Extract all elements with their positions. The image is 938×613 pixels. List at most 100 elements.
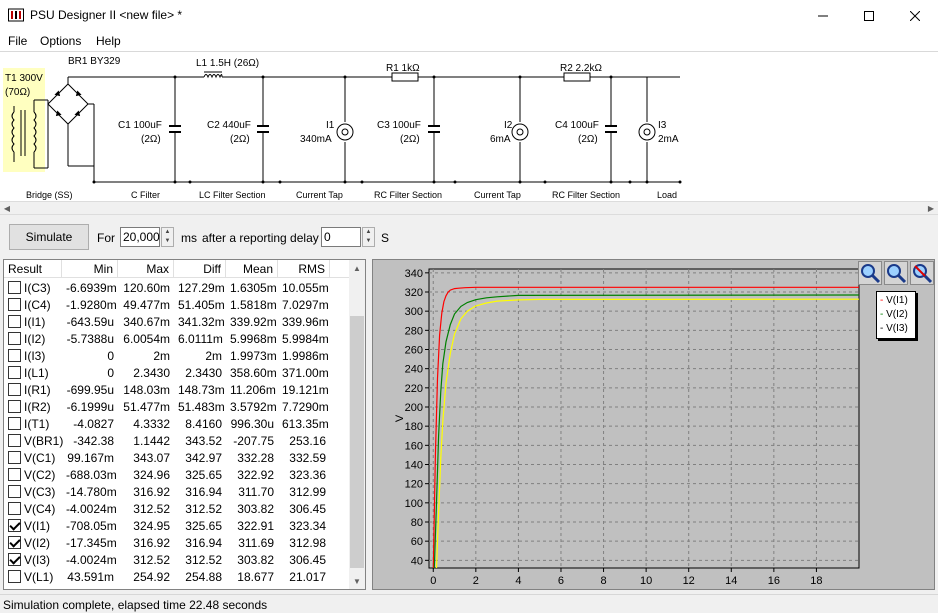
- menu-help[interactable]: Help: [96, 34, 121, 48]
- scroll-left-icon[interactable]: ◀: [3, 204, 11, 213]
- table-row[interactable]: I(I2) -5.7388u 6.0054m 6.0111m 5.9968m 5.9984…: [4, 330, 350, 347]
- bridge-rectifier-symbol[interactable]: [54, 90, 82, 118]
- spin-up-icon[interactable]: ▲: [164, 229, 171, 235]
- capacitor-c2-symbol[interactable]: [257, 125, 269, 133]
- table-row[interactable]: I(C3) -6.6939m 120.60m 127.29m 1.6305m 10.055…: [4, 279, 350, 296]
- scroll-right-icon[interactable]: ▶: [927, 204, 935, 213]
- result-mean-cell: 311.69: [238, 535, 274, 550]
- table-row[interactable]: I(I1) -643.59u 340.67m 341.32m 339.92m 339.96…: [4, 313, 350, 330]
- col-min[interactable]: Min: [62, 260, 118, 278]
- scroll-up-icon[interactable]: ▲: [353, 263, 361, 273]
- result-checkbox[interactable]: [8, 553, 21, 566]
- result-checkbox[interactable]: [8, 536, 21, 549]
- spin-down-icon[interactable]: ▼: [164, 238, 171, 244]
- schematic-horizontal-scrollbar[interactable]: ◀ ▶: [0, 201, 938, 215]
- app-icon: [8, 8, 24, 22]
- table-row[interactable]: I(L1) 0 2.3430 2.3430 358.60m 371.00m: [4, 364, 350, 381]
- results-vertical-scrollbar[interactable]: ▲ ▼: [349, 260, 365, 589]
- col-max[interactable]: Max: [118, 260, 174, 278]
- table-row[interactable]: V(C3) -14.780m 316.92 316.94 311.70 312.99: [4, 483, 350, 500]
- result-min-cell: -4.0024m: [66, 552, 117, 567]
- zoom-out-button[interactable]: [884, 261, 908, 285]
- current-source-i3-symbol[interactable]: [638, 123, 656, 141]
- chart-panel[interactable]: 40 60 80 100 120 140 160 180 200 220 240 260 280 300 3…: [372, 259, 935, 590]
- result-max-cell: 1.1442: [133, 433, 170, 448]
- delay-spinner[interactable]: ▲ ▼: [362, 227, 375, 247]
- current-source-i2-symbol[interactable]: [511, 123, 529, 141]
- result-diff-cell: 2.3430: [185, 365, 222, 380]
- duration-spinner[interactable]: ▲ ▼: [161, 227, 174, 247]
- table-row[interactable]: V(BR1) -342.38 1.1442 343.52 -207.75 253.16: [4, 432, 350, 449]
- legend-entry: - V(I3): [880, 322, 912, 336]
- table-row[interactable]: V(I1) -708.05m 324.95 325.65 322.91 323.34: [4, 517, 350, 534]
- zoom-reset-button[interactable]: [910, 261, 934, 285]
- x-tick-label: 8: [600, 575, 606, 587]
- simulate-button[interactable]: Simulate: [9, 224, 89, 250]
- series-line-vi1: [432, 286, 859, 569]
- table-row[interactable]: I(R1) -699.95u 148.03m 148.73m 11.206m 19.121…: [4, 381, 350, 398]
- result-diff-cell: 6.0111m: [178, 331, 223, 346]
- table-row[interactable]: I(R2) -6.1999u 51.477m 51.483m 3.5792m 7.7290…: [4, 398, 350, 415]
- table-row[interactable]: I(C4) -1.9280m 49.477m 51.405m 1.5818m 7.0297…: [4, 296, 350, 313]
- scroll-down-icon[interactable]: ▼: [353, 576, 361, 586]
- result-name-cell: V(BR1): [4, 434, 63, 448]
- capacitor-c3-symbol[interactable]: [428, 125, 440, 133]
- schematic-panel[interactable]: T1 300V (70Ω): [0, 51, 938, 201]
- table-row[interactable]: V(L1) 43.591m 254.92 254.88 18.677 21.017: [4, 568, 350, 585]
- close-button[interactable]: [892, 0, 938, 31]
- result-checkbox[interactable]: [8, 451, 21, 464]
- result-checkbox[interactable]: [8, 349, 21, 362]
- result-checkbox[interactable]: [8, 468, 21, 481]
- table-row[interactable]: V(C4) -4.0024m 312.52 312.52 303.82 306.45: [4, 500, 350, 517]
- transformer-symbol[interactable]: [11, 100, 37, 168]
- spin-up-icon[interactable]: ▲: [365, 229, 372, 235]
- result-name-cell: V(C2): [4, 468, 62, 482]
- col-rms[interactable]: RMS: [278, 260, 330, 278]
- scroll-thumb[interactable]: [350, 316, 364, 568]
- table-row[interactable]: I(I3) 0 2m 2m 1.9973m 1.9986m: [4, 347, 350, 364]
- menu-options[interactable]: Options: [40, 34, 82, 48]
- table-row[interactable]: I(T1) -4.0827 4.3332 8.4160 996.30u 613.35m: [4, 415, 350, 432]
- resistor-r1-symbol[interactable]: [391, 72, 419, 82]
- current-source-i1-symbol[interactable]: [336, 123, 354, 141]
- capacitor-c1-symbol[interactable]: [169, 125, 181, 133]
- zoom-in-button[interactable]: [858, 261, 882, 285]
- y-tick-label: 260: [405, 345, 423, 357]
- col-result[interactable]: Result: [4, 260, 62, 278]
- delay-input[interactable]: 0: [321, 227, 361, 247]
- result-checkbox[interactable]: [8, 383, 21, 396]
- table-row[interactable]: V(I3) -4.0024m 312.52 312.52 303.82 306.45: [4, 551, 350, 568]
- menu-file[interactable]: File: [8, 34, 28, 48]
- section-current-tap-1: Current Tap: [296, 190, 343, 200]
- results-table[interactable]: Result Min Max Diff Mean RMS I(C3) -6.693…: [3, 259, 366, 590]
- result-checkbox[interactable]: [8, 298, 21, 311]
- result-checkbox[interactable]: [8, 366, 21, 379]
- result-checkbox[interactable]: [8, 502, 21, 515]
- result-checkbox[interactable]: [8, 434, 21, 447]
- result-checkbox[interactable]: [8, 417, 21, 430]
- y-tick-label: 40: [411, 555, 423, 567]
- result-name-cell: I(L1): [4, 366, 62, 380]
- result-checkbox[interactable]: [8, 519, 21, 532]
- table-row[interactable]: V(C2) -688.03m 324.96 325.65 322.92 323.36: [4, 466, 350, 483]
- result-name-cell: I(R2): [4, 400, 62, 414]
- spin-down-icon[interactable]: ▼: [365, 238, 372, 244]
- capacitor-c4-symbol[interactable]: [605, 125, 617, 133]
- inductor-l1-symbol[interactable]: [203, 71, 223, 79]
- col-mean[interactable]: Mean: [226, 260, 278, 278]
- table-row[interactable]: V(C1) 99.167m 343.07 342.97 332.28 332.59: [4, 449, 350, 466]
- table-row[interactable]: V(I2) -17.345m 316.92 316.94 311.69 312.98: [4, 534, 350, 551]
- result-checkbox[interactable]: [8, 570, 21, 583]
- result-checkbox[interactable]: [8, 315, 21, 328]
- result-checkbox[interactable]: [8, 281, 21, 294]
- c4-resistance: (2Ω): [578, 134, 598, 145]
- resistor-r2-symbol[interactable]: [563, 72, 591, 82]
- result-mean-cell: 3.5792m: [230, 399, 277, 414]
- minimize-button[interactable]: [800, 0, 846, 31]
- col-diff[interactable]: Diff: [174, 260, 226, 278]
- maximize-button[interactable]: [846, 0, 892, 31]
- result-checkbox[interactable]: [8, 400, 21, 413]
- result-checkbox[interactable]: [8, 485, 21, 498]
- result-checkbox[interactable]: [8, 332, 21, 345]
- duration-input[interactable]: 20,000: [120, 227, 160, 247]
